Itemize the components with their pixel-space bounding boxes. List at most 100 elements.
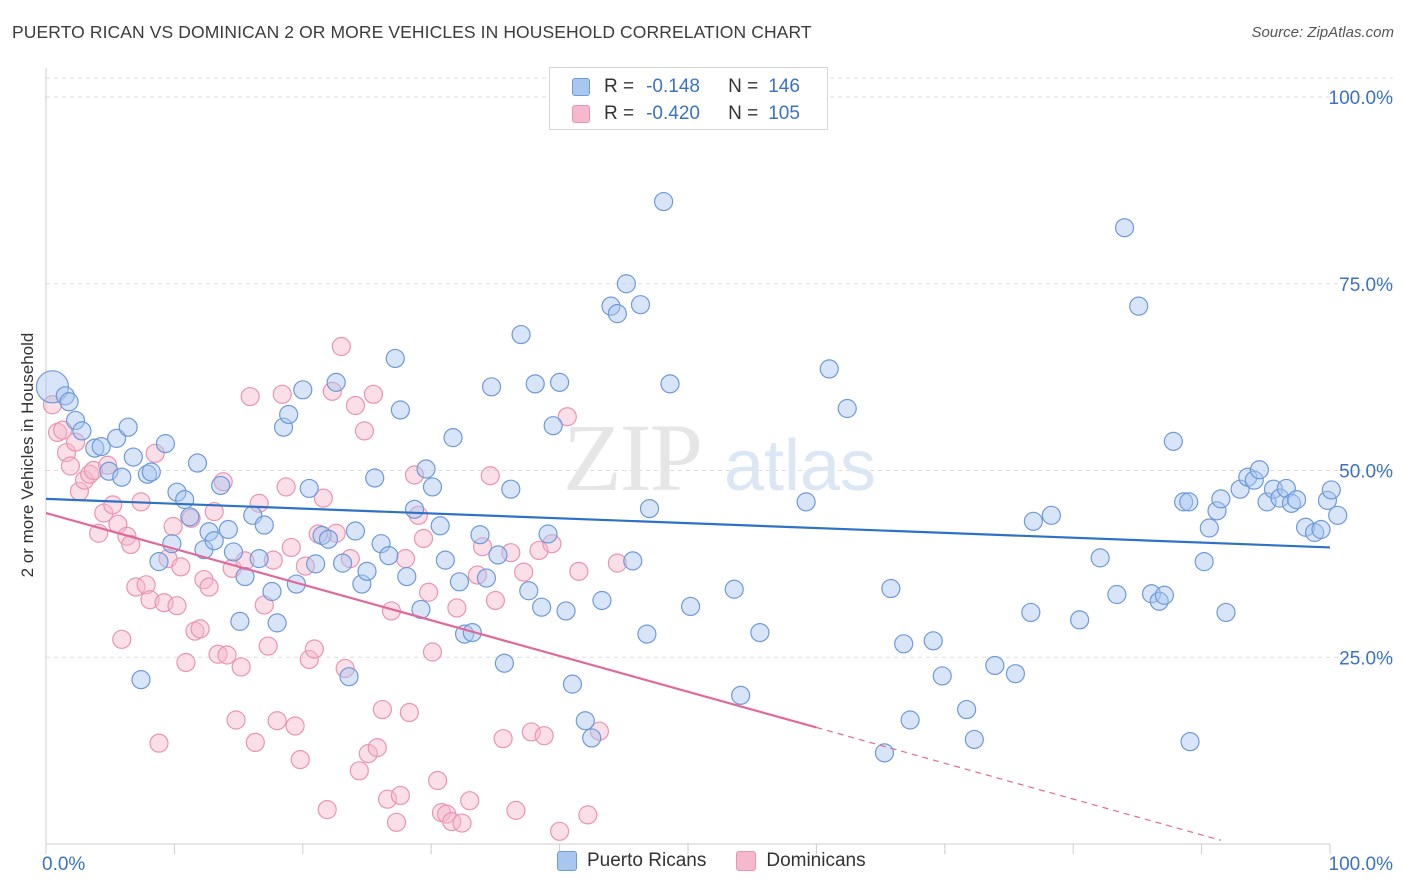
dominican-point-97 bbox=[506, 800, 526, 820]
puerto-rican-point-2 bbox=[59, 392, 79, 412]
puerto-rican-point-104 bbox=[932, 666, 952, 686]
puerto-rican-point-138 bbox=[1287, 490, 1307, 510]
puerto-rican-point-90 bbox=[654, 191, 674, 212]
puerto-rican-point-6 bbox=[91, 436, 111, 457]
x-tick-label-100: 100.0% bbox=[1329, 854, 1394, 875]
dominican-point-22 bbox=[145, 443, 165, 463]
puerto-rican-point-79 bbox=[562, 674, 583, 694]
puerto-rican-point-66 bbox=[476, 568, 497, 588]
puerto-rican-point-34 bbox=[267, 613, 287, 633]
legend-swatch-dominicans bbox=[736, 851, 757, 871]
puerto-rican-point-78 bbox=[556, 601, 576, 621]
puerto-rican-point-91 bbox=[660, 374, 680, 394]
puerto-rican-point-119 bbox=[1154, 585, 1174, 605]
puerto-rican-point-109 bbox=[1021, 602, 1041, 623]
puerto-rican-point-106 bbox=[964, 729, 984, 750]
dominican-point-78 bbox=[399, 702, 419, 723]
puerto-rican-point-53 bbox=[390, 400, 410, 420]
puerto-rican-point-88 bbox=[637, 624, 657, 644]
puerto-rican-point-124 bbox=[1194, 552, 1214, 572]
dominican-point-17 bbox=[121, 534, 141, 555]
legend-n-value-puerto-ricans: 146 bbox=[768, 76, 800, 97]
puerto-rican-point-80 bbox=[575, 711, 595, 731]
puerto-rican-point-97 bbox=[819, 359, 839, 379]
dominican-point-34 bbox=[199, 577, 219, 597]
puerto-rican-point-137 bbox=[1281, 493, 1302, 513]
puerto-rican-point-45 bbox=[339, 667, 359, 687]
x-tick-label-0: 0.0% bbox=[42, 854, 85, 875]
dominican-point-75 bbox=[386, 812, 407, 832]
puerto-rican-point-121 bbox=[1174, 492, 1194, 512]
puerto-rican-point-50 bbox=[371, 534, 391, 554]
puerto-rican-point-54 bbox=[397, 566, 417, 587]
dominican-point-29 bbox=[176, 652, 196, 673]
dominicans-trend-extension bbox=[816, 726, 1222, 841]
dominican-point-108 bbox=[607, 553, 627, 573]
dominicans-points bbox=[42, 336, 627, 841]
puerto-rican-point-98 bbox=[837, 398, 857, 419]
dominican-point-44 bbox=[245, 732, 265, 753]
puerto-rican-point-86 bbox=[623, 551, 643, 571]
dominican-point-99 bbox=[521, 722, 541, 742]
puerto-rican-point-100 bbox=[881, 578, 901, 599]
dominican-point-47 bbox=[258, 636, 278, 656]
watermark-atlas: atlas bbox=[724, 426, 876, 506]
dominican-point-105 bbox=[569, 561, 589, 581]
puerto-rican-point-42 bbox=[318, 529, 339, 549]
puerto-rican-point-125 bbox=[1199, 518, 1219, 538]
puerto-rican-point-38 bbox=[293, 380, 313, 400]
puerto-rican-point-96 bbox=[796, 492, 816, 512]
legend-row-dominicans: R = -0.420 N = 105 bbox=[572, 101, 800, 127]
dominican-point-84 bbox=[428, 770, 448, 791]
dominican-point-49 bbox=[267, 711, 287, 731]
puerto-rican-point-112 bbox=[1070, 610, 1090, 630]
y-tick-label-25: 25.0% bbox=[1339, 648, 1393, 669]
dominican-point-101 bbox=[534, 726, 554, 746]
puerto-rican-point-51 bbox=[379, 546, 399, 566]
puerto-rican-point-44 bbox=[333, 553, 353, 573]
puerto-rican-point-126 bbox=[1207, 501, 1227, 521]
dominican-point-28 bbox=[171, 557, 191, 577]
puerto-rican-point-139 bbox=[1296, 517, 1316, 537]
puerto-rican-point-82 bbox=[592, 590, 612, 611]
puerto-rican-point-142 bbox=[1317, 490, 1338, 510]
watermark: ZIP atlas bbox=[563, 404, 876, 511]
dominican-point-4 bbox=[60, 456, 80, 476]
puerto-rican-point-40 bbox=[306, 554, 326, 574]
puerto-rican-point-14 bbox=[141, 462, 161, 482]
puerto-rican-point-12 bbox=[131, 670, 151, 690]
puerto-rican-point-122 bbox=[1179, 492, 1199, 512]
puerto-rican-point-49 bbox=[365, 468, 385, 488]
puerto-rican-point-108 bbox=[1005, 664, 1026, 684]
puerto-rican-point-141 bbox=[1311, 519, 1331, 540]
y-tick-label-75: 75.0% bbox=[1339, 275, 1393, 296]
tick-labels: 25.0% 50.0% 75.0% 100.0% 0.0% 100.0% bbox=[42, 88, 1393, 875]
dominican-point-59 bbox=[313, 488, 333, 508]
puerto-rican-point-74 bbox=[532, 597, 552, 617]
dominican-point-89 bbox=[452, 813, 472, 833]
puerto-rican-point-27 bbox=[223, 542, 244, 562]
puerto-rican-point-94 bbox=[731, 685, 751, 705]
puerto-rican-point-63 bbox=[454, 624, 475, 644]
puerto-rican-point-71 bbox=[511, 324, 531, 345]
dominican-point-8 bbox=[80, 464, 100, 484]
puerto-rican-point-92 bbox=[680, 596, 701, 617]
legend-swatch-puerto-ricans bbox=[572, 78, 590, 96]
dominican-point-94 bbox=[485, 590, 505, 611]
dominican-point-106 bbox=[578, 805, 598, 825]
dominican-point-9 bbox=[83, 460, 104, 481]
dominican-point-63 bbox=[331, 336, 351, 357]
dominican-point-102 bbox=[542, 534, 562, 554]
puerto-rican-point-32 bbox=[254, 515, 274, 535]
dominican-point-48 bbox=[263, 550, 283, 570]
puerto-rican-point-52 bbox=[385, 348, 405, 369]
dominican-point-41 bbox=[231, 657, 251, 677]
puerto-rican-point-37 bbox=[286, 574, 306, 594]
legend-n-label: N = bbox=[728, 76, 759, 97]
puerto-rican-point-120 bbox=[1163, 431, 1183, 451]
puerto-rican-point-46 bbox=[345, 521, 366, 541]
dominican-point-95 bbox=[493, 729, 513, 749]
dominican-point-103 bbox=[549, 821, 570, 841]
puerto-rican-point-114 bbox=[1107, 584, 1127, 605]
puerto-rican-point-127 bbox=[1211, 489, 1231, 509]
